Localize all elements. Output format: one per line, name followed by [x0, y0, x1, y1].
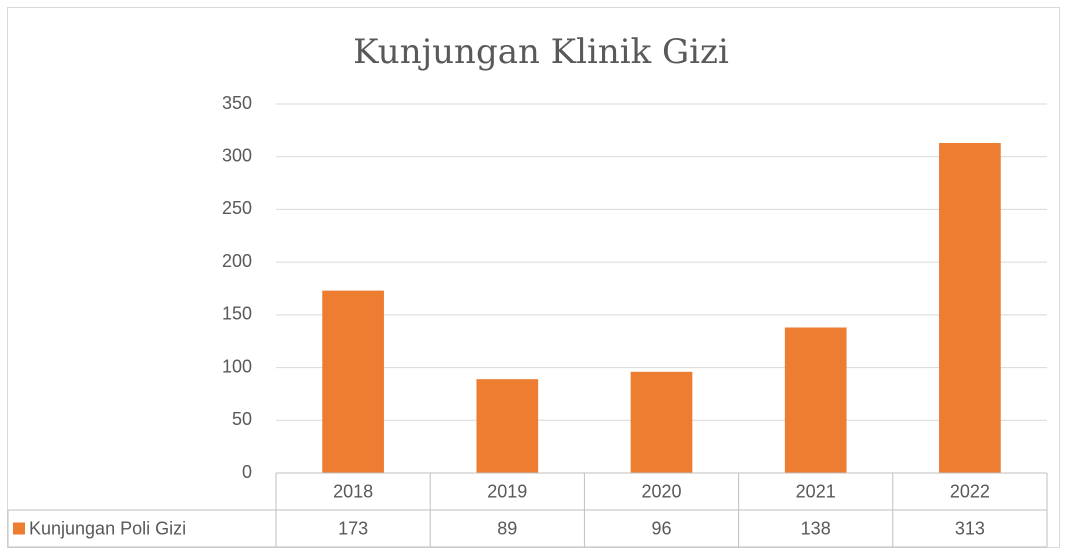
legend-label: Kunjungan Poli Gizi	[29, 518, 186, 538]
x-tick-label: 2018	[333, 481, 373, 501]
chart-title: Kunjungan Klinik Gizi	[353, 32, 729, 72]
x-tick-label: 2022	[950, 481, 990, 501]
bar	[784, 327, 847, 473]
y-tick-label: 200	[222, 251, 252, 271]
data-table-value: 138	[801, 518, 831, 538]
y-tick-label: 300	[222, 145, 252, 165]
data-table-value: 173	[338, 518, 368, 538]
y-tick-label: 250	[222, 198, 252, 218]
x-tick-label: 2020	[641, 481, 681, 501]
bar	[476, 379, 539, 473]
data-table-value: 96	[651, 518, 671, 538]
data-table-value: 89	[497, 518, 517, 538]
y-tick-label: 350	[222, 93, 252, 113]
data-table-value: 313	[955, 518, 985, 538]
x-tick-label: 2019	[487, 481, 527, 501]
y-tick-label: 100	[222, 356, 252, 376]
legend-swatch	[13, 522, 25, 535]
bar	[630, 371, 693, 473]
y-tick-label: 0	[242, 462, 252, 482]
y-tick-label: 50	[232, 409, 252, 429]
bar	[322, 290, 384, 473]
x-tick-label: 2021	[796, 481, 836, 501]
bar	[939, 143, 1001, 473]
y-tick-label: 150	[222, 304, 252, 324]
